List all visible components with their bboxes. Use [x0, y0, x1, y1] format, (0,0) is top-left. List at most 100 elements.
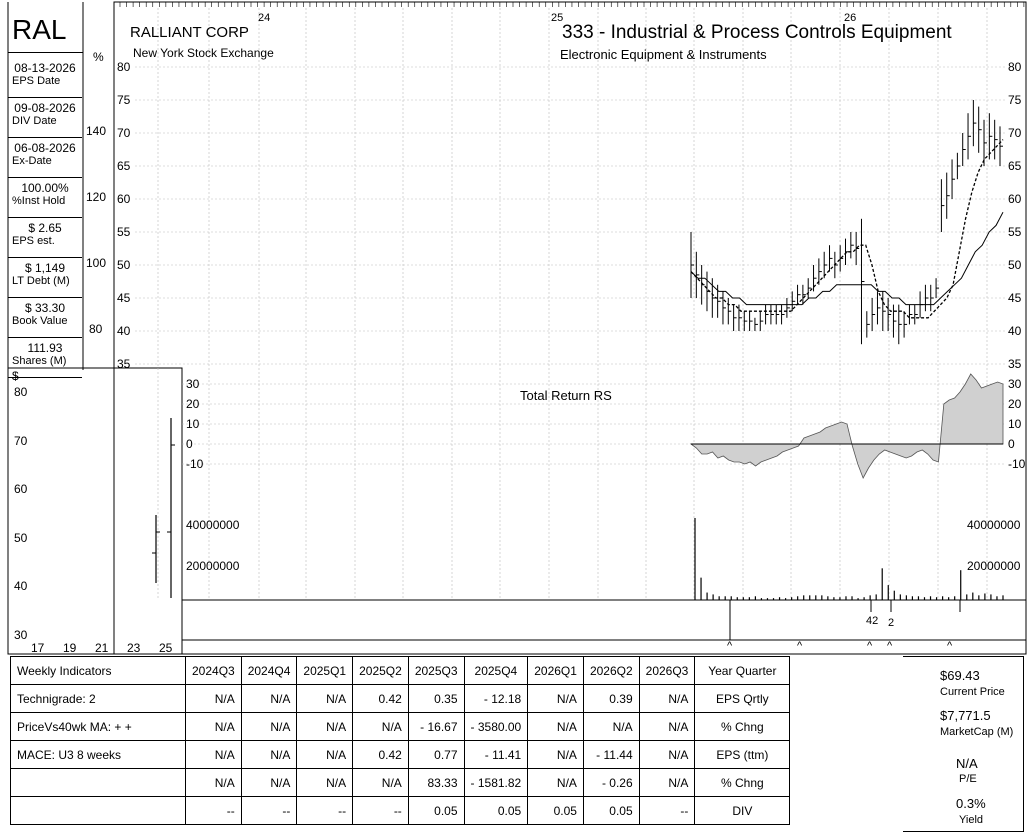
table-cell: N/A [527, 684, 584, 713]
side-info-item: 08-13-2026 EPS Date [8, 58, 82, 98]
table-cell: - 0.26 [582, 768, 640, 797]
volume-tick-left: 20000000 [186, 559, 240, 573]
rs-tick: 0 [186, 437, 193, 451]
pe-value: N/A [956, 756, 978, 771]
rs-tick: 30 [1008, 377, 1022, 391]
price-tick: 65 [117, 159, 131, 173]
current-price-label: Current Price [940, 686, 1005, 698]
table-header: 2026Q3 [638, 656, 696, 685]
rs-tick: 20 [1008, 397, 1022, 411]
table-cell: DIV [694, 796, 791, 825]
price-tick: 75 [1008, 93, 1022, 107]
table-cell: -- [352, 796, 409, 825]
table-cell: -- [296, 796, 354, 825]
table-cell: 83.33 [407, 768, 465, 797]
price-tick: 55 [117, 225, 131, 239]
mini-x-tick: 17 [31, 641, 45, 655]
rs-title: Total Return RS [520, 388, 612, 403]
price-tick: 80 [117, 60, 131, 74]
table-cell: - 12.18 [463, 684, 529, 713]
table-row: N/A N/A N/A N/A 83.33- 1581.82 N/A - 0.26 N/A% … [10, 768, 791, 797]
side-info-item: 06-08-2026 Ex-Date [8, 138, 82, 178]
table-cell: N/A [638, 740, 696, 769]
table-cell: 0.42 [352, 740, 409, 769]
table-cell: N/A [638, 768, 696, 797]
yield-label: Yield [959, 814, 984, 826]
side-info-label: LT Debt (M) [12, 275, 70, 287]
side-info-value: 08-13-2026 [14, 61, 76, 75]
ticker-symbol: RAL [12, 14, 67, 45]
price-tick: 70 [1008, 126, 1022, 140]
side-info-item: $ 1,149 LT Debt (M) [8, 258, 82, 298]
table-row-label: Weekly Indicators [10, 656, 186, 685]
mini-y-tick: 70 [14, 433, 28, 448]
price-tick: 40 [1008, 324, 1022, 338]
table-header: 2026Q1 [527, 656, 584, 685]
side-info-label: EPS est. [12, 235, 55, 247]
side-info-value: 100.00% [21, 181, 69, 195]
table-cell: N/A [527, 768, 584, 797]
caret-marker: ^ [947, 640, 953, 652]
table-cell: - 1581.82 [463, 768, 529, 797]
industry-title: 333 - Industrial & Process Controls Equi… [562, 22, 952, 43]
side-info-label: Book Value [12, 315, 68, 327]
table-cell: - 3580.00 [463, 712, 529, 741]
price-tick: 65 [1008, 159, 1022, 173]
table-cell: N/A [527, 740, 584, 769]
current-price: $69.43 [940, 668, 980, 683]
market-cap-label: MarketCap (M) [940, 726, 1014, 738]
table-cell: N/A [352, 712, 409, 741]
indicators-table: Weekly Indicators 2024Q3 2024Q4 2025Q1 2… [10, 656, 791, 825]
table-cell: - 16.67 [407, 712, 465, 741]
price-tick: 45 [1008, 291, 1022, 305]
price-chart [152, 100, 1004, 640]
mini-y-tick: 40 [14, 579, 28, 593]
price-tick: 50 [117, 258, 131, 272]
exchange-name: New York Stock Exchange [133, 46, 274, 60]
table-header: 2024Q3 [185, 656, 242, 685]
year-marker: 25 [551, 12, 564, 24]
price-tick: 40 [117, 324, 131, 338]
rs-tick: 10 [1008, 417, 1022, 431]
side-info-label: Ex-Date [12, 155, 52, 167]
pct-tick: 120 [86, 190, 107, 204]
mini-y-tick: 60 [14, 482, 28, 496]
table-cell: N/A [240, 740, 298, 769]
divider [8, 52, 83, 53]
table-cell: 0.05 [527, 796, 584, 825]
year-marker: 24 [258, 12, 271, 24]
rs-area [689, 373, 1004, 479]
pct-tick: 140 [86, 124, 107, 138]
table-cell: N/A [638, 684, 696, 713]
table-cell: -- [638, 796, 696, 825]
table-cell: 0.35 [407, 684, 465, 713]
rs-tick: -10 [1008, 457, 1026, 471]
rs-tick: 30 [186, 377, 200, 391]
price-tick: 35 [117, 357, 131, 371]
price-tick: 80 [1008, 60, 1022, 74]
price-tick: 70 [117, 126, 131, 140]
marker-number: 42 [866, 615, 879, 627]
table-cell: % Chng [694, 768, 791, 797]
table-header: 2026Q2 [582, 656, 640, 685]
summary-box [903, 656, 1024, 832]
pe-label: P/E [959, 773, 977, 785]
company-name: RALLIANT CORP [130, 24, 249, 41]
table-header: 2025Q3 [407, 656, 465, 685]
yield-value: 0.3% [956, 796, 986, 811]
caret-marker: ^ [727, 640, 733, 652]
table-cell: N/A [185, 768, 242, 797]
price-tick: 45 [117, 291, 131, 305]
table-cell: 0.39 [582, 684, 640, 713]
side-info-item: 100.00% %Inst Hold [8, 178, 82, 218]
table-cell: N/A [296, 740, 354, 769]
market-cap: $7,771.5 [940, 708, 991, 723]
table-header: 2025Q2 [352, 656, 409, 685]
table-cell: 0.05 [582, 796, 640, 825]
rs-tick: 0 [1008, 437, 1015, 451]
table-cell: N/A [240, 712, 298, 741]
table-row: MACE: U3 8 weeks N/A N/A N/A 0.42 0.77- 11.41… [10, 740, 791, 769]
side-info-value: 111.93 [27, 341, 63, 355]
marker-number: 2 [888, 617, 895, 629]
table-header: Year Quarter [694, 656, 791, 685]
